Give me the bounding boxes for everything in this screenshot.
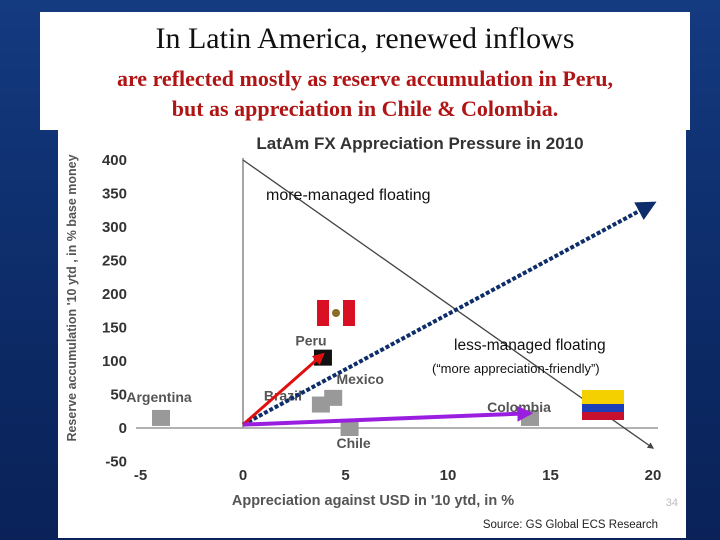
slide-subtitle-line-2: but as appreciation in Chile & Colombia. <box>171 96 559 121</box>
x-tick-label: 5 <box>341 467 349 484</box>
y-tick-label: 100 <box>102 353 127 370</box>
x-tick-label: 20 <box>645 467 662 484</box>
peru-flag-icon <box>317 300 355 326</box>
y-axis-title: Reserve accumulation '10 ytd , in % base… <box>65 154 79 441</box>
less-managed-annotation: less-managed floating <box>454 337 606 354</box>
colombia-flag-icon <box>582 390 624 420</box>
y-tick-label: 250 <box>102 253 127 270</box>
header-box <box>40 12 690 130</box>
more-managed-annotation: more-managed floating <box>266 187 431 204</box>
fx-chart: LatAm FX Appreciation Pressure in 2010 -… <box>65 134 678 531</box>
y-tick-label: 300 <box>102 219 127 236</box>
chart-panel: LatAm FX Appreciation Pressure in 2010 -… <box>58 128 686 538</box>
colombia-arrow <box>242 405 534 427</box>
x-axis-ticks: -5 0 5 10 15 20 <box>134 467 662 484</box>
label-peru: Peru <box>295 333 326 349</box>
y-axis-ticks: -50 0 50 100 150 200 250 300 350 400 <box>102 152 127 471</box>
peru-arrow <box>242 352 325 426</box>
label-argentina: Argentina <box>126 389 192 405</box>
y-tick-label: -50 <box>105 454 127 471</box>
x-tick-label: 15 <box>542 467 559 484</box>
slide-title: In Latin America, renewed inflows <box>155 22 575 55</box>
x-tick-label: -5 <box>134 467 147 484</box>
point-chile <box>340 420 359 436</box>
y-tick-label: 150 <box>102 320 127 337</box>
x-tick-label: 0 <box>239 467 247 484</box>
y-tick-label: 350 <box>102 186 127 203</box>
y-tick-label: 200 <box>102 286 127 303</box>
point-argentina <box>152 409 170 426</box>
less-managed-note: (“more appreciation-friendly”) <box>432 361 600 376</box>
point-mexico <box>324 389 343 406</box>
x-tick-label: 10 <box>440 467 457 484</box>
chart-title: LatAm FX Appreciation Pressure in 2010 <box>256 134 583 153</box>
y-tick-label: 50 <box>110 387 127 404</box>
y-tick-label: 0 <box>119 420 127 437</box>
label-mexico: Mexico <box>336 371 383 387</box>
y-tick-label: 400 <box>102 152 127 169</box>
label-chile: Chile <box>336 435 370 451</box>
point-peru <box>313 349 332 366</box>
x-axis-title: Appreciation against USD in '10 ytd, in … <box>232 493 514 509</box>
slide-subtitle-line-1: are reflected mostly as reserve accumula… <box>116 66 614 91</box>
source-note: Source: GS Global ECS Research <box>483 519 658 531</box>
page-number: 34 <box>666 497 678 509</box>
